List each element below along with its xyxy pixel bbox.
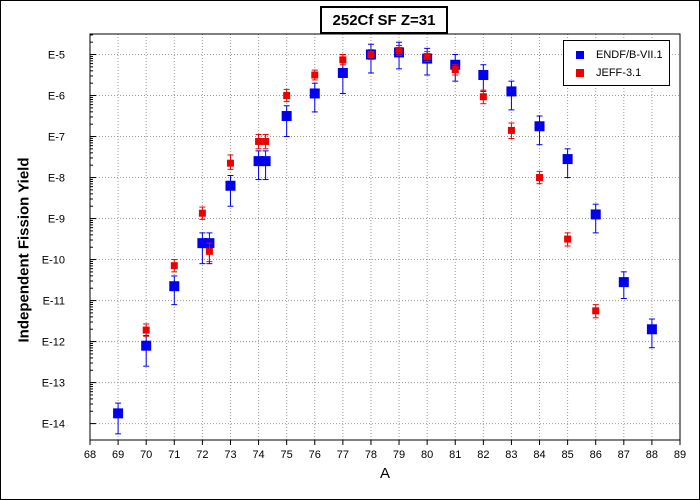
data-point: [255, 137, 263, 145]
data-point: [283, 92, 291, 100]
legend-label-endf: ENDF/B-VII.1: [596, 49, 663, 61]
y-axis: E-5 E-6 E-7 E-8 E-9 E-10 E-11 E-12 E-13 E-14: [42, 34, 96, 431]
legend-swatch-jeff: [576, 69, 584, 77]
x-tick-label: 83: [505, 449, 517, 461]
legend-item-endf: ENDF/B-VII.1: [576, 48, 663, 62]
data-point: [253, 156, 264, 167]
data-point: [226, 159, 234, 167]
data-point: [423, 53, 431, 61]
data-point: [337, 67, 348, 78]
data-point: [534, 121, 545, 132]
data-point: [198, 209, 206, 217]
plot-area: [89, 33, 681, 441]
data-point: [367, 51, 375, 59]
legend-swatch-endf: [576, 51, 584, 59]
x-axis-label: A: [379, 465, 390, 482]
data-point: [309, 88, 320, 99]
data-point: [141, 340, 152, 351]
x-tick-label: 82: [477, 449, 489, 461]
data-point: [395, 46, 403, 54]
x-tick-label: 76: [309, 449, 321, 461]
data-point: [451, 66, 459, 74]
grid-lines: [90, 34, 680, 440]
data-point: [170, 262, 178, 270]
y-tick-label: E-10: [42, 255, 65, 267]
data-point: [311, 71, 319, 79]
data-point: [225, 180, 236, 191]
y-axis-label: Independent Fission Yield: [14, 157, 34, 342]
data-point: [592, 307, 600, 315]
x-tick-label: 84: [533, 449, 545, 461]
x-tick-label: 77: [337, 449, 349, 461]
series-jeff: [142, 44, 600, 337]
data-point: [197, 238, 208, 249]
x-tick-label: 73: [224, 449, 236, 461]
y-tick-label: E-14: [42, 419, 65, 431]
data-point: [260, 156, 271, 167]
legend: ENDF/B-VII.1 JEFF-3.1: [563, 40, 670, 86]
data-point: [506, 86, 517, 97]
x-tick-label: 75: [281, 449, 293, 461]
x-tick-label: 78: [365, 449, 377, 461]
x-tick-label: 79: [393, 449, 405, 461]
x-tick-label: 85: [561, 449, 573, 461]
y-tick-label: E-6: [48, 91, 65, 103]
y-tick-label: E-12: [42, 337, 65, 349]
x-tick-label: 80: [421, 449, 433, 461]
data-point: [536, 174, 544, 182]
y-axis-label-text: Independent Fission Yield: [15, 157, 33, 343]
x-tick-label: 88: [646, 449, 658, 461]
data-point: [478, 70, 489, 81]
data-point: [142, 326, 150, 334]
data-point: [590, 209, 601, 220]
chart-title-text: 252Cf SF Z=31: [332, 11, 436, 29]
x-tick-label: 71: [168, 449, 180, 461]
y-tick-label: E-5: [48, 50, 65, 62]
x-tick-label: 68: [84, 449, 96, 461]
data-point: [564, 235, 572, 243]
y-tick-label: E-7: [48, 132, 65, 144]
data-point: [205, 247, 213, 255]
y-tick-label: E-13: [42, 378, 65, 390]
x-tick-label: 72: [196, 449, 208, 461]
legend-item-jeff: JEFF-3.1: [576, 66, 641, 80]
x-tick-label: 87: [618, 449, 630, 461]
y-tick-label: E-9: [48, 214, 65, 226]
data-point: [262, 137, 270, 145]
data-point: [281, 111, 292, 122]
x-tick-label: 69: [112, 449, 124, 461]
x-axis: 68 69 70 71 72 73 74 75 76 77 78 79 80 81 82 83 84 85 86 87…: [84, 440, 686, 461]
data-point: [562, 154, 573, 165]
x-tick-label: 70: [140, 449, 152, 461]
data-point: [479, 93, 487, 101]
data-point: [169, 281, 180, 292]
series-endf: [113, 41, 657, 435]
data-point: [618, 277, 629, 288]
data-point: [646, 324, 657, 335]
x-tick-label: 89: [674, 449, 686, 461]
x-tick-label: 81: [449, 449, 461, 461]
y-tick-label: E-8: [48, 173, 65, 185]
y-tick-label: E-11: [43, 296, 65, 308]
data-point: [507, 126, 515, 134]
data-point: [113, 408, 124, 419]
data-marks: [113, 41, 657, 435]
x-tick-label: 74: [252, 449, 264, 461]
x-tick-label: 86: [590, 449, 602, 461]
data-point: [339, 56, 347, 64]
legend-label-jeff: JEFF-3.1: [596, 67, 642, 79]
chart-title: 252Cf SF Z=31: [320, 6, 448, 34]
